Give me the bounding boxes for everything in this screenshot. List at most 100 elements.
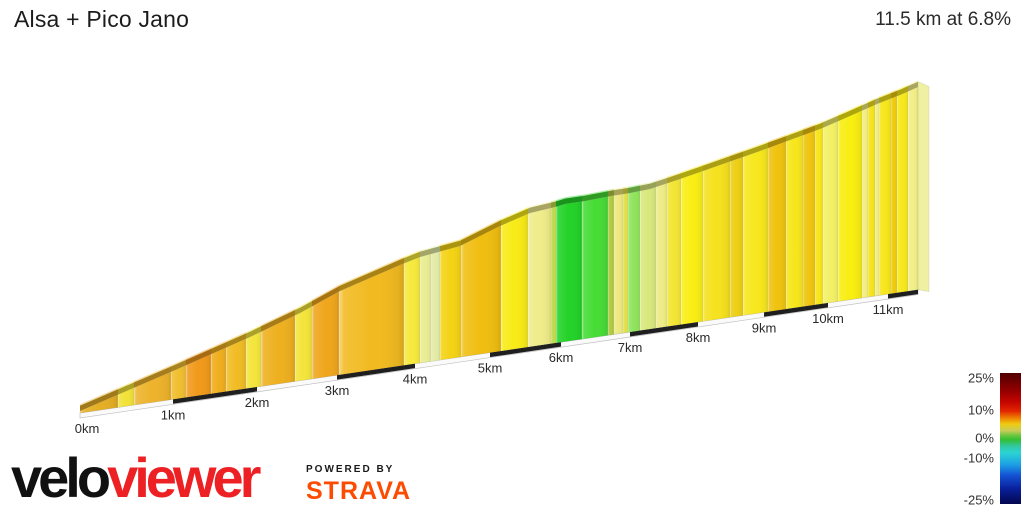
profile-segment-bevel [420, 253, 431, 363]
profile-segment-bevel [440, 245, 461, 360]
km-tick-label: 7km [618, 340, 643, 355]
veloviewer-logo[interactable]: veloviewer [11, 450, 261, 506]
profile-segment-bevel [803, 130, 815, 307]
profile-top-highlight [802, 124, 816, 130]
km-scale-dash [337, 363, 415, 380]
profile-top-highlight [655, 176, 668, 182]
profile-top-ribbon [868, 98, 875, 108]
km-tick-label: 8km [686, 330, 711, 345]
profile-top-ribbon [786, 129, 803, 142]
profile-segment-bevel [528, 207, 551, 348]
profile-top-ribbon [339, 257, 404, 292]
km-tick-label: 3km [325, 383, 350, 398]
profile-segment-bevel [703, 161, 730, 322]
profile-top-highlight [702, 154, 731, 166]
profile-top-ribbon [186, 348, 211, 366]
profile-top-ribbon [404, 251, 420, 264]
profile-segment-bevel [868, 104, 875, 297]
km-tick-label: 6km [549, 350, 574, 365]
profile-top-ribbon [461, 219, 501, 246]
profile-segment-bevel [118, 387, 134, 408]
profile-top-highlight [403, 250, 421, 259]
km-scale-dash [888, 289, 918, 299]
profile-top-highlight [814, 121, 824, 126]
profile-top-highlight [439, 238, 462, 247]
profile-top-ribbon [246, 325, 261, 339]
strava-attribution[interactable]: POWERED BY STRAVA [306, 464, 411, 506]
profile-top-highlight [170, 358, 187, 367]
km-tick-label: 0km [75, 421, 100, 436]
legend-tick-label: -10% [964, 451, 995, 466]
profile-segment-bevel [786, 135, 803, 310]
profile-top-ribbon [838, 104, 862, 122]
profile-top-ribbon [261, 309, 295, 332]
end-face [917, 81, 930, 292]
legend-tick-label: 0% [975, 431, 994, 446]
km-tick-label: 4km [403, 372, 428, 387]
profile-top-highlight [878, 91, 892, 98]
km-scale-dash [490, 342, 561, 358]
profile-segment-bevel [815, 127, 823, 305]
profile-top-highlight [666, 172, 682, 178]
profile-segment-bevel [461, 225, 501, 357]
profile-top-highlight [729, 150, 744, 157]
profile-top-highlight [460, 218, 502, 241]
profile-top-highlight [907, 80, 919, 87]
profile-top-ribbon [226, 332, 246, 348]
profile-top-highlight [430, 244, 441, 249]
profile-segment-bevel [897, 91, 908, 293]
profile-segment-bevel [404, 257, 420, 366]
profile-segment-bevel [730, 156, 743, 318]
profile-segment-bevel [226, 338, 246, 392]
profile-segment-bevel [246, 331, 261, 389]
profile-top-ribbon [501, 207, 528, 226]
profile-segment-bevel [891, 96, 897, 294]
profile-top-highlight [785, 128, 804, 137]
profile-top-highlight [294, 299, 313, 310]
profile-segment-bevel [614, 194, 623, 335]
km-scale-dash [173, 386, 257, 404]
profile-top-ribbon [897, 85, 908, 97]
profile-top-ribbon [743, 142, 768, 157]
profile-top-ribbon [656, 177, 667, 187]
profile-top-highlight [338, 256, 405, 287]
profile-segment-bevel [875, 103, 879, 296]
strava-logo: STRAVA [306, 477, 412, 505]
profile-top-ribbon [803, 124, 815, 136]
profile-top-highlight [117, 381, 135, 390]
profile-top-ribbon [703, 155, 730, 171]
profile-segment-bevel [312, 291, 339, 379]
profile-segment-bevel [261, 315, 295, 387]
profile-top-highlight [245, 325, 262, 334]
profile-segment-bevel [186, 354, 211, 398]
profile-top-highlight [527, 201, 552, 209]
km-scale-dash [764, 302, 828, 317]
profile-top-highlight [767, 134, 787, 143]
profile-segment-bevel [211, 347, 226, 394]
profile-top-highlight [742, 141, 769, 152]
legend-tick-label: -25% [964, 493, 995, 508]
profile-top-highlight [627, 184, 641, 188]
profile-top-ribbon [681, 164, 703, 179]
profile-top-ribbon [614, 188, 623, 196]
profile-top-ribbon [730, 150, 743, 162]
profile-top-ribbon [823, 115, 838, 128]
profile-top-highlight [613, 187, 624, 191]
profile-segment-bevel [582, 196, 608, 340]
profile-top-highlight [874, 96, 880, 100]
km-tick-label: 2km [245, 395, 270, 410]
profile-top-highlight [550, 200, 557, 203]
profile-top-highlight [133, 365, 172, 383]
profile-segment-bevel [838, 110, 862, 302]
profile-top-ribbon [623, 187, 628, 195]
km-tick-label: 9km [752, 320, 777, 335]
profile-segment-bevel [431, 251, 440, 362]
profile-top-highlight [867, 98, 876, 103]
profile-top-highlight [311, 284, 340, 301]
profile-top-highlight [79, 388, 119, 406]
profile-top-highlight [581, 189, 609, 197]
legend-tick-label: 10% [968, 403, 994, 418]
